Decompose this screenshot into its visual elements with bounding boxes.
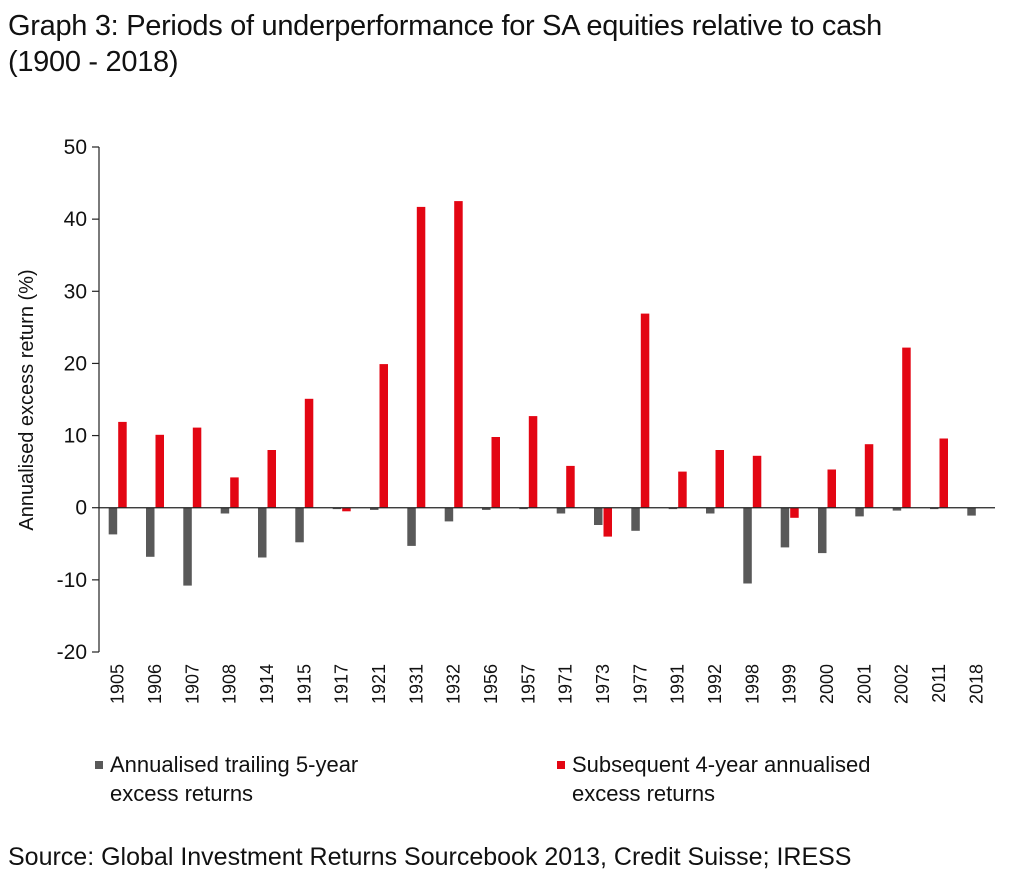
x-tick-label: 1991 <box>668 664 688 704</box>
y-axis-label: Annualised excess return (%) <box>16 269 38 530</box>
bar-subsequent <box>827 469 836 508</box>
y-tick-label: 0 <box>75 497 87 520</box>
bar-subsequent <box>379 364 388 508</box>
legend-label-trailing-line-1: Annualised trailing 5-year <box>110 752 359 777</box>
bar-subsequent <box>678 471 687 508</box>
y-tick-label: -10 <box>57 569 87 592</box>
x-tick-label: 1914 <box>257 664 277 704</box>
bar-subsequent <box>491 437 500 508</box>
bar-subsequent <box>155 434 164 508</box>
bar-trailing <box>519 507 528 510</box>
bar-trailing <box>444 507 454 522</box>
bar-trailing <box>855 507 864 517</box>
bar-subsequent <box>192 427 202 508</box>
bar-subsequent <box>640 313 650 508</box>
bar-trailing <box>743 507 752 584</box>
y-axis-ticks: 50 40 30 20 10 0 -10 -20 <box>57 136 100 664</box>
bar-trailing <box>818 507 827 554</box>
y-tick-label: 40 <box>64 208 87 231</box>
bar-trailing <box>220 507 230 514</box>
legend-swatch-trailing <box>95 761 103 769</box>
bar-subsequent <box>454 201 463 508</box>
bar-subsequent <box>267 450 276 508</box>
bar-subsequent <box>342 507 351 512</box>
x-tick-label: 1907 <box>182 664 202 704</box>
bar-subsequent <box>939 438 948 508</box>
bar-subsequent <box>603 507 612 537</box>
bar-trailing <box>295 507 304 543</box>
y-tick-label: -20 <box>57 641 87 664</box>
bar-trailing <box>332 507 342 510</box>
bar-trailing <box>780 507 790 548</box>
bar-subsequent <box>566 465 575 508</box>
bar-trailing <box>146 507 155 557</box>
x-tick-label: 1908 <box>220 664 240 704</box>
x-tick-label: 1917 <box>332 664 352 704</box>
x-tick-label: 1999 <box>780 664 800 704</box>
bar-subsequent <box>790 507 799 518</box>
legend-item-subsequent: Subsequent 4-year annualised excess retu… <box>557 750 871 808</box>
chart-title-line-1: Graph 3: Periods of underperformance for… <box>8 10 882 42</box>
x-tick-label: 1956 <box>481 664 501 704</box>
y-tick-label: 10 <box>64 425 87 448</box>
source-note: Source: Global Investment Returns Source… <box>8 843 852 871</box>
x-tick-label: 2000 <box>817 664 837 704</box>
bar-subsequent <box>528 416 538 508</box>
bar-trailing <box>967 507 976 516</box>
bar-trailing <box>183 507 192 586</box>
bar-trailing <box>407 507 416 546</box>
bar-subsequent <box>752 455 762 508</box>
bar-trailing <box>631 507 640 531</box>
x-tick-label: 1998 <box>742 664 762 704</box>
bar-subsequent <box>902 347 911 508</box>
bar-trailing <box>482 507 491 510</box>
bar-trailing <box>892 507 902 511</box>
x-tick-label: 1921 <box>369 664 389 704</box>
bar-trailing <box>594 507 603 525</box>
x-tick-label: 1977 <box>630 664 650 704</box>
y-tick-label: 30 <box>64 280 87 303</box>
bar-subsequent <box>118 421 127 508</box>
x-tick-label: 1992 <box>705 664 725 704</box>
x-tick-label: 2002 <box>892 664 912 704</box>
bar-subsequent <box>304 398 314 508</box>
legend-label-subsequent-line-2: excess returns <box>572 781 716 806</box>
x-tick-label: 1971 <box>556 664 576 704</box>
y-tick-label: 50 <box>64 136 87 159</box>
legend-label-trailing-line-2: excess returns <box>110 781 254 806</box>
bar-trailing <box>108 507 118 535</box>
bar-subsequent <box>715 450 724 508</box>
x-tick-label: 1957 <box>518 664 538 704</box>
legend-item-trailing: Annualised trailing 5-year excess return… <box>95 750 359 808</box>
x-tick-label: 1931 <box>406 664 426 704</box>
bar-subsequent <box>864 444 874 508</box>
bars <box>108 201 976 586</box>
x-axis: 1905 1906 1907 1908 1914 1915 1917 1921 1931 1932… <box>99 507 995 704</box>
chart-title-line-2: (1900 - 2018) <box>8 46 179 78</box>
y-tick-label: 20 <box>64 352 87 375</box>
bar-trailing <box>556 507 566 514</box>
bar-chart: Annualised excess return (%) 50 40 30 20 10 0… <box>16 136 995 704</box>
bar-subsequent <box>416 206 426 508</box>
x-tick-label: 2001 <box>854 664 874 704</box>
bar-trailing <box>668 507 678 510</box>
bar-trailing <box>706 507 715 514</box>
chart-title: Graph 3: Periods of underperformance for… <box>8 8 882 80</box>
bar-trailing <box>930 507 939 510</box>
bar-trailing <box>370 507 379 510</box>
legend-swatch-subsequent <box>557 761 565 769</box>
x-tick-label: 1973 <box>593 664 613 704</box>
x-tick-label: 2018 <box>966 664 986 704</box>
bar-trailing <box>258 507 267 558</box>
x-tick-label: 1905 <box>108 664 128 704</box>
bar-subsequent <box>230 477 239 508</box>
x-tick-label: 1932 <box>444 664 464 704</box>
x-tick-label: 1906 <box>145 664 165 704</box>
x-tick-label: 1915 <box>294 664 314 704</box>
x-tick-label: 2011 <box>929 664 949 703</box>
legend-label-subsequent-line-1: Subsequent 4-year annualised <box>572 752 871 777</box>
